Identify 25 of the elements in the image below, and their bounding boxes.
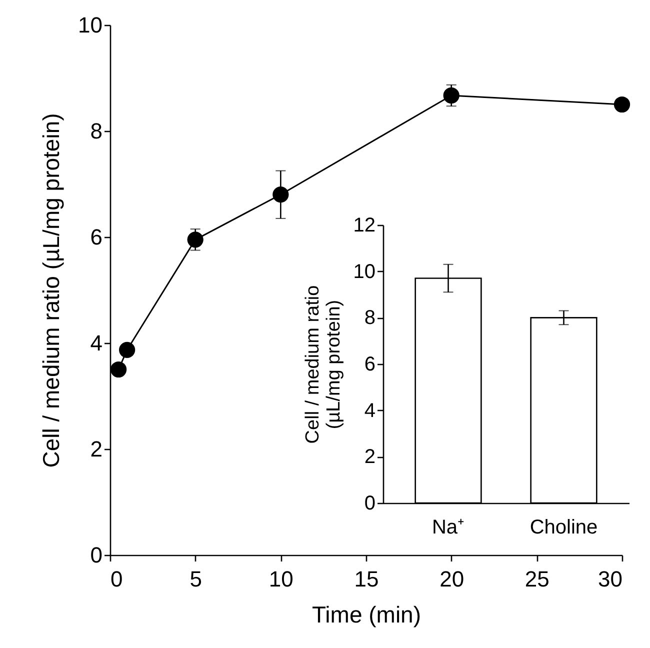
y-tick-label: 8 <box>364 307 376 330</box>
y-tick-label: 4 <box>90 330 102 356</box>
x-tick-label: 25 <box>524 566 550 592</box>
x-tick-label: Choline <box>530 516 598 538</box>
y-tick-label: 4 <box>364 400 376 422</box>
y-tick-label: 0 <box>364 492 376 514</box>
x-tick-label: 5 <box>190 566 202 592</box>
y-tick-label: 0 <box>90 542 102 568</box>
x-tick-label: Na⁺ <box>432 516 465 538</box>
y-tick-label: 6 <box>364 354 376 376</box>
x-tick-label: 0 <box>110 566 123 592</box>
y-axis-title: Cell / medium ratio (µL/mg protein) <box>302 285 344 444</box>
x-tick-label: 20 <box>440 566 464 592</box>
y-tick-label: 8 <box>90 118 102 144</box>
y-tick-label: 2 <box>90 436 102 462</box>
x-tick-label: 10 <box>268 566 294 592</box>
y-axis-title: Cell / medium ratio (µL/mg protein) <box>38 113 64 468</box>
y-tick-label: 12 <box>353 214 376 236</box>
x-axis-title: Time (min) <box>312 602 422 628</box>
x-tick-label: 15 <box>354 566 379 592</box>
y-tick-label: 6 <box>90 224 102 250</box>
x-tick-label: 30 <box>598 566 622 592</box>
y-tick-label: 10 <box>353 260 376 283</box>
y-tick-label: 2 <box>364 446 376 468</box>
y-tick-label: 10 <box>78 12 102 38</box>
